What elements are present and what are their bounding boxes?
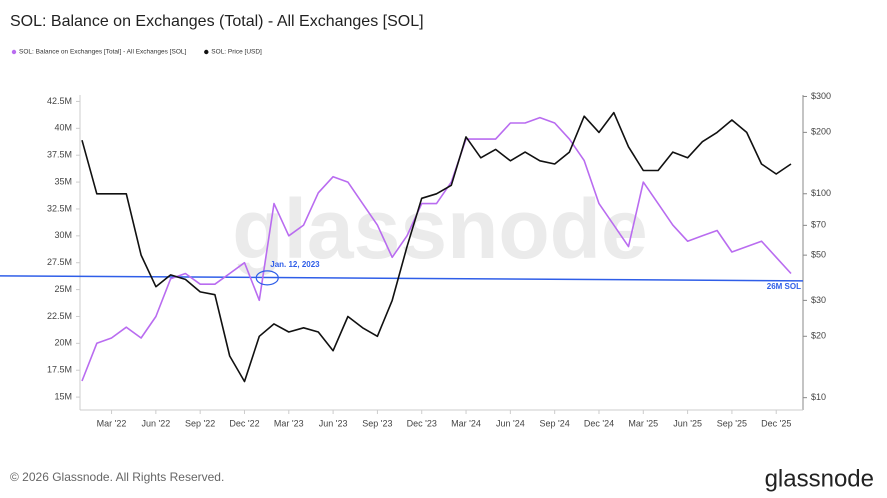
logo: glassnode [765, 465, 874, 492]
annotation-marker [255, 270, 279, 286]
legend-marker [204, 49, 209, 55]
y-tick-label: 17.5M [47, 365, 72, 375]
x-tick-label: Mar '25 [628, 418, 658, 428]
series-line [81, 111, 792, 383]
x-tick-label: Sep '22 [185, 418, 215, 428]
y-tick-label: 35M [54, 176, 72, 186]
annotation: Jan. 12, 2023 [270, 260, 320, 269]
y-tick-label: 15M [54, 391, 72, 401]
x-tick-label: Jun '22 [141, 418, 170, 428]
y2-tick-label: $20 [811, 331, 826, 341]
y2-tick-label: $300 [811, 91, 831, 101]
x-tick-label: Jun '23 [319, 418, 348, 428]
x-tick-label: Jun '25 [673, 418, 702, 428]
series-line [81, 116, 792, 382]
y-tick-label: 42.5M [47, 96, 72, 106]
y2-tick-label: $200 [811, 127, 831, 137]
y2-tick-label: $30 [811, 295, 826, 305]
reference-line [0, 275, 804, 282]
reference-label: 26M SOL [767, 282, 801, 291]
x-tick-label: Jun '24 [496, 418, 525, 428]
legend-label: SOL: Price [USD] [211, 49, 262, 56]
y-tick-label: 32.5M [47, 203, 72, 213]
x-tick-label: Sep '23 [362, 418, 392, 428]
y2-tick-label: $100 [811, 188, 831, 198]
y-tick-label: 25M [54, 284, 72, 294]
y-tick-label: 40M [54, 123, 72, 133]
chart-title: SOL: Balance on Exchanges (Total) - All … [10, 13, 424, 30]
x-tick-label: Dec '24 [584, 418, 614, 428]
legend-label: SOL: Balance on Exchanges [Total] - All … [19, 49, 186, 56]
legend-marker [11, 49, 17, 55]
y-tick-label: 27.5M [47, 257, 72, 267]
x-tick-label: Mar '22 [97, 418, 127, 428]
footer: © 2026 Glassnode. All Rights Reserved. [10, 470, 224, 484]
y-tick-label: 22.5M [47, 311, 72, 321]
y2-tick-label: $50 [811, 250, 826, 260]
x-tick-label: Sep '25 [717, 418, 747, 428]
x-tick-label: Dec '23 [407, 418, 437, 428]
x-tick-label: Mar '24 [451, 418, 481, 428]
x-tick-label: Mar '23 [274, 418, 304, 428]
y-tick-label: 37.5M [47, 150, 72, 160]
x-tick-label: Sep '24 [540, 418, 570, 428]
x-tick-label: Dec '22 [229, 418, 259, 428]
x-tick-label: Dec '25 [761, 418, 791, 428]
y-tick-label: 20M [54, 338, 72, 348]
y2-tick-label: $10 [811, 392, 826, 402]
y-tick-label: 30M [54, 230, 72, 240]
y2-tick-label: $70 [811, 220, 826, 230]
